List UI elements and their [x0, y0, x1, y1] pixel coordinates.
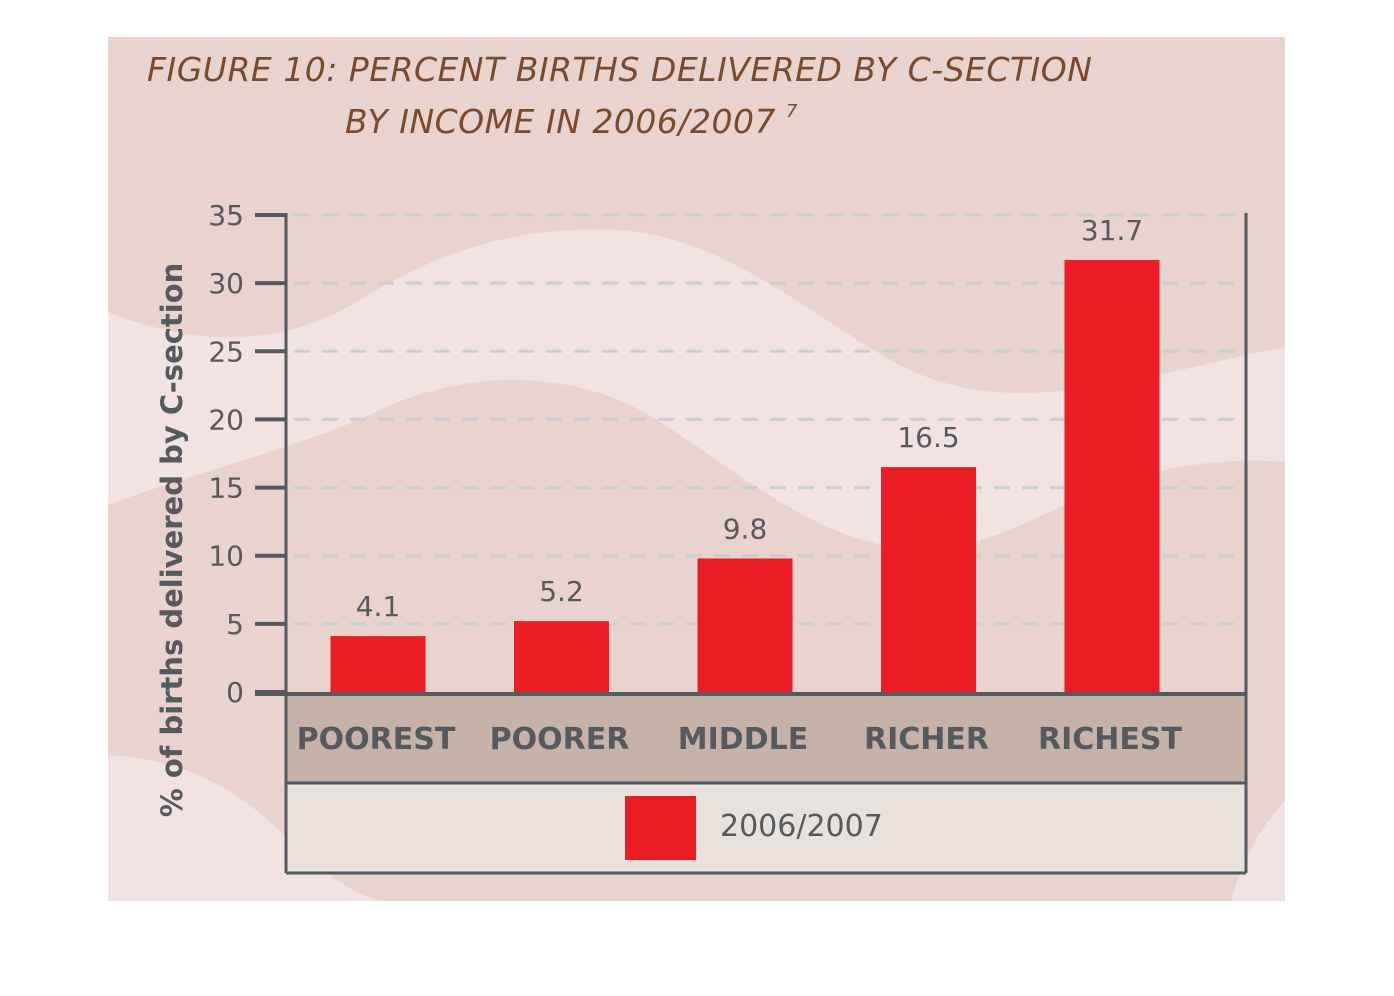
bar-richer [881, 467, 976, 692]
title-line-1: FIGURE 10: PERCENT BIRTHS DELIVERED BY C… [147, 50, 1092, 89]
value-labels: 4.1 5.2 9.8 16.5 31.7 [356, 214, 1143, 623]
y-tick-label: 35 [208, 199, 244, 232]
value-label-richest: 31.7 [1081, 214, 1143, 247]
legend: 2006/2007 [625, 796, 883, 860]
y-tick-label: 5 [226, 608, 244, 641]
title-footnote-marker: 7 [786, 101, 798, 122]
value-label-poorer: 5.2 [539, 575, 584, 608]
category-label-poorer: POORER [490, 722, 630, 757]
y-tick-label: 25 [208, 335, 244, 368]
value-label-richer: 16.5 [897, 421, 959, 454]
y-tick-label: 30 [208, 267, 244, 300]
bar-richest [1064, 259, 1160, 692]
bars [330, 259, 1160, 692]
category-band [286, 694, 1246, 783]
bar-poorer [514, 621, 609, 692]
category-label-richer: RICHER [864, 722, 989, 757]
value-label-middle: 9.8 [723, 512, 768, 545]
background-wave-upper [108, 229, 1285, 550]
legend-label: 2006/2007 [720, 809, 883, 844]
category-label-richest: RICHEST [1038, 722, 1182, 757]
background-wave-corner [1232, 800, 1285, 901]
y-axis-ticks: 0 5 10 15 20 25 30 35 [208, 199, 286, 709]
title-line-2: BY INCOME IN 2006/2007 7 [345, 101, 798, 141]
y-tick-label: 20 [208, 403, 244, 436]
value-label-poorest: 4.1 [356, 590, 401, 623]
category-labels: POOREST POORER MIDDLE RICHER RICHEST [297, 722, 1183, 757]
y-tick-label: 15 [208, 472, 244, 505]
bar-middle [697, 558, 793, 692]
chart-title: FIGURE 10: PERCENT BIRTHS DELIVERED BY C… [147, 50, 1092, 141]
legend-swatch [625, 796, 696, 860]
title-line-2-text: BY INCOME IN 2006/2007 [345, 102, 776, 141]
y-axis-label: % of births delivered by C-section [155, 263, 189, 818]
category-label-middle: MIDDLE [678, 722, 808, 757]
legend-band [286, 783, 1246, 873]
axes [255, 213, 1248, 875]
y-tick-label: 10 [208, 540, 244, 573]
bar-poorest [330, 636, 426, 692]
category-label-poorest: POOREST [297, 722, 456, 757]
y-tick-label: 0 [226, 676, 244, 709]
